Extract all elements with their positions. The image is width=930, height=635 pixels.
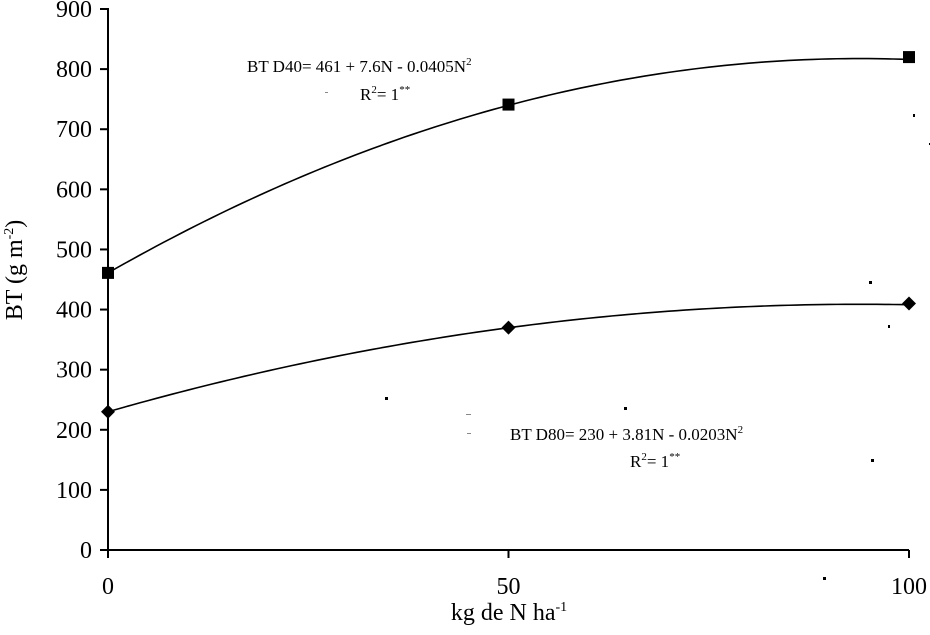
stray-dot: [823, 577, 826, 580]
stray-dot: [913, 114, 915, 117]
stray-dot: [871, 459, 874, 462]
stray-dot: [888, 325, 890, 328]
stray-dot: [869, 281, 872, 284]
stray-dot: [466, 414, 471, 415]
y-tick-label: 300: [56, 358, 92, 384]
y-tick-label: 100: [56, 478, 92, 504]
equation-d40: BT D40= 461 + 7.6N - 0.0405N2: [247, 56, 472, 76]
data-point-square: [502, 98, 515, 111]
stray-dots: [325, 92, 930, 580]
equation-d80: BT D80= 230 + 3.81N - 0.0203N2: [510, 424, 743, 444]
data-point-diamond: [501, 320, 516, 335]
fit-curve-2: [107, 303, 910, 413]
data-point-diamond: [902, 296, 916, 311]
r2-d40: R2= 1**: [360, 84, 410, 104]
y-axis-title: BT (g m-2): [2, 220, 28, 321]
stray-dot: [385, 397, 388, 400]
y-tick-label: 700: [56, 117, 92, 143]
y-tick-label: 0: [80, 538, 92, 564]
x-ticks: 0 50 100: [102, 550, 927, 600]
y-tick-label: 900: [56, 0, 92, 23]
stray-dot: [467, 433, 471, 434]
x-tick-label: 50: [497, 574, 521, 600]
data-point-diamond: [101, 404, 115, 419]
y-tick-label: 400: [56, 298, 92, 324]
stray-dot: [624, 407, 627, 410]
y-tick-label: 800: [56, 57, 92, 83]
stray-dot: [325, 92, 328, 93]
data-markers: [101, 51, 916, 419]
fit-curve-1: [107, 57, 910, 274]
y-tick-label: 600: [56, 177, 92, 203]
x-tick-label: 0: [102, 574, 114, 600]
y-tick-label: 200: [56, 418, 92, 444]
r2-d80: R2= 1**: [630, 451, 680, 471]
x-tick-label: 100: [891, 574, 927, 600]
data-point-square: [102, 266, 114, 279]
y-tick-label: 500: [56, 237, 92, 263]
axes: [107, 8, 909, 551]
fit-curves: [107, 57, 910, 413]
y-ticks: 0 100 200 300 400 500 600 700 800 900: [56, 0, 108, 564]
x-axis-title: kg de N ha-1: [451, 600, 567, 626]
data-point-square: [903, 51, 915, 64]
